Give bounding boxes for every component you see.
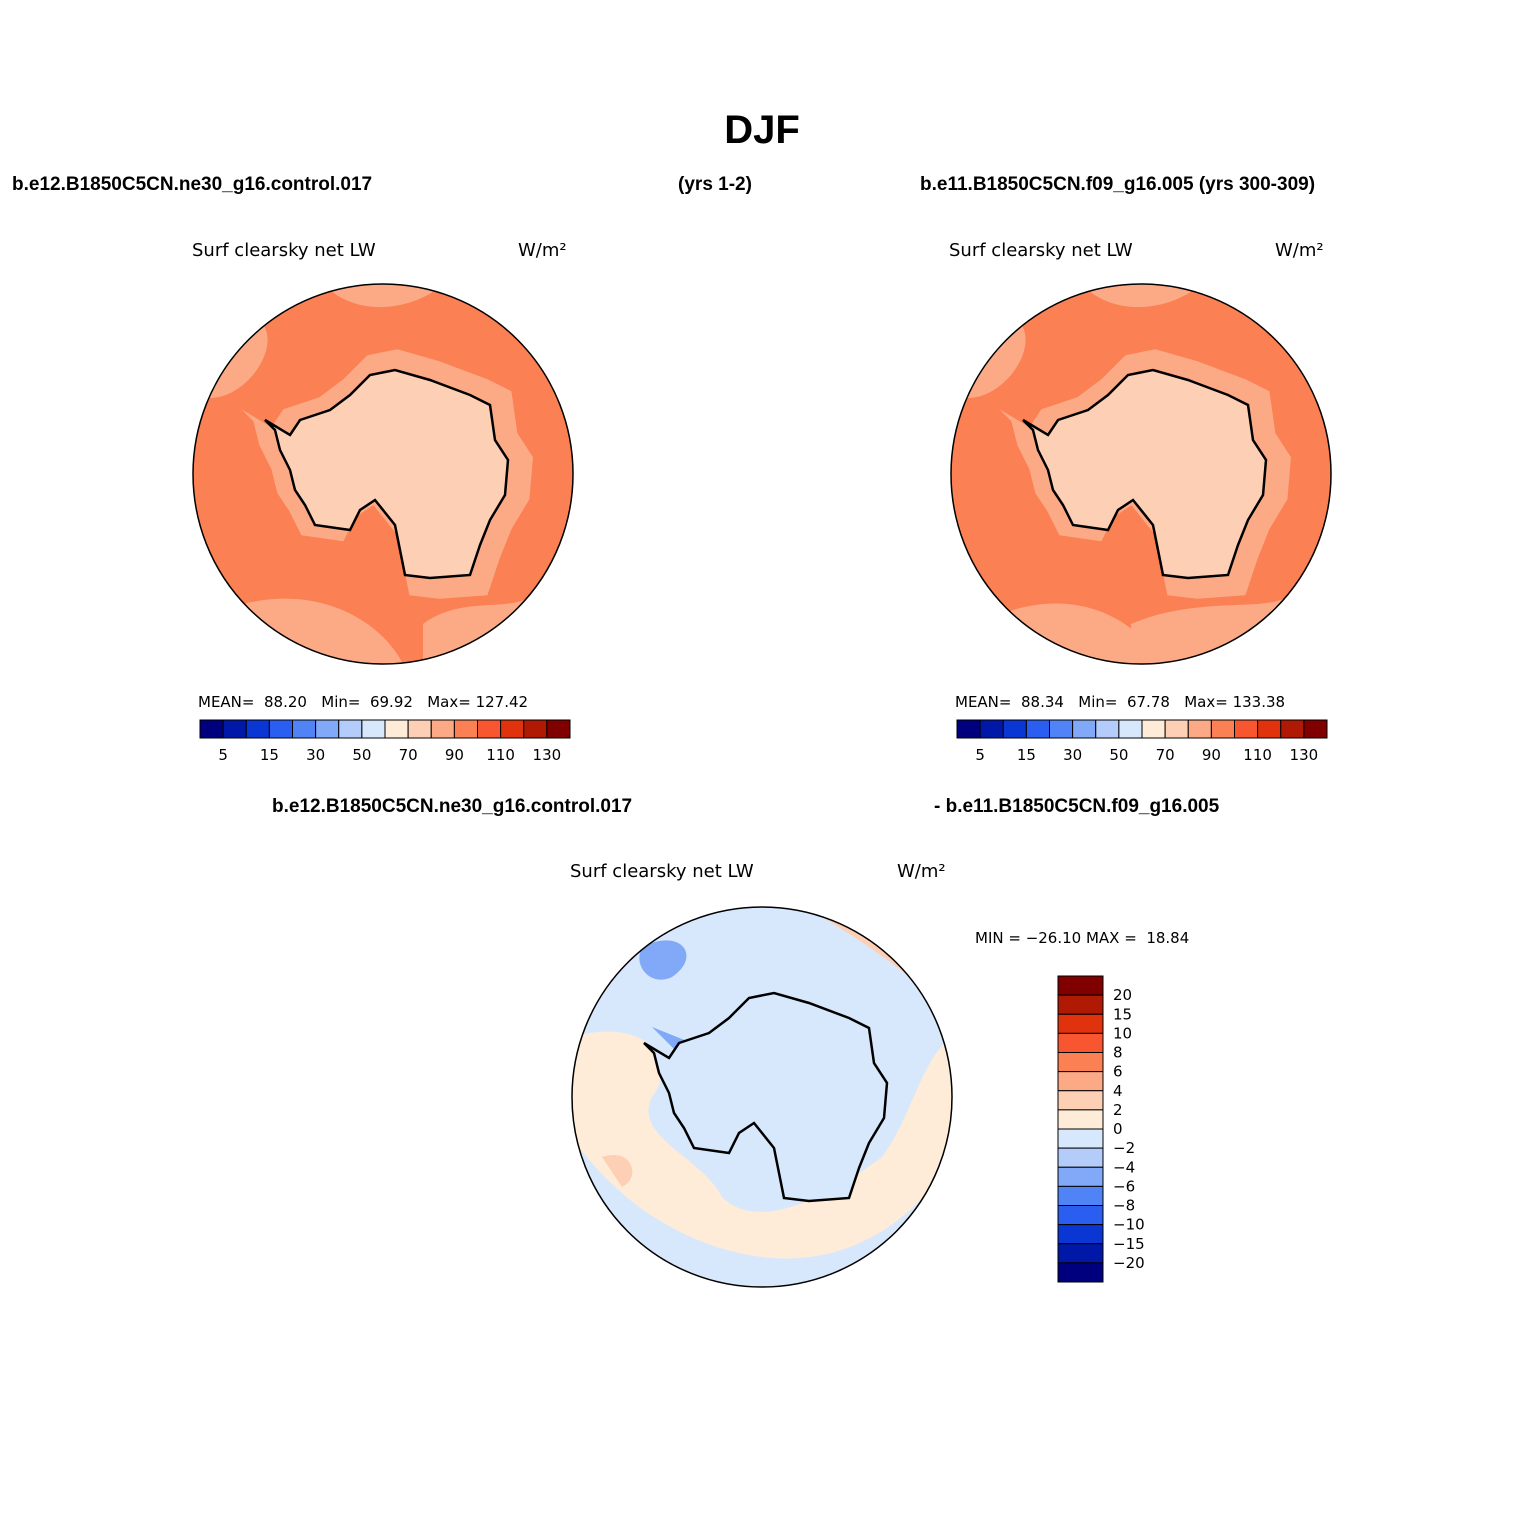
variable-label: Surf clearsky net LW bbox=[949, 240, 1133, 261]
colorbar-box bbox=[1057, 1243, 1104, 1264]
colorbar-box bbox=[361, 719, 386, 739]
colorbar-box bbox=[1234, 719, 1259, 739]
stats: MIN = −26.10 MAX = 18.84 bbox=[975, 929, 1189, 947]
colorbar-box bbox=[1057, 1205, 1104, 1226]
colorbar-box bbox=[222, 719, 247, 739]
colorbar-box bbox=[1257, 719, 1282, 739]
colorbar-label: 130 bbox=[533, 746, 562, 764]
colorbar-label: 4 bbox=[1113, 1082, 1123, 1100]
colorbar-box bbox=[315, 719, 340, 739]
colorbar-label: 30 bbox=[1063, 746, 1082, 764]
colorbar-label: −10 bbox=[1113, 1216, 1145, 1234]
colorbar-box bbox=[199, 719, 224, 739]
colorbar-box bbox=[1057, 1109, 1104, 1130]
stats: MEAN= 88.34 Min= 67.78 Max= 133.38 bbox=[955, 693, 1285, 711]
map bbox=[192, 283, 574, 665]
colorbar-label: 10 bbox=[1113, 1024, 1132, 1042]
colorbar-box bbox=[1057, 1185, 1104, 1206]
colorbar-box bbox=[1057, 1090, 1104, 1111]
colorbar-box bbox=[1049, 719, 1074, 739]
colorbar-label: 15 bbox=[1113, 1005, 1132, 1023]
colorbar-box bbox=[407, 719, 432, 739]
colorbar-box bbox=[1057, 1166, 1104, 1187]
colorbar-label: −20 bbox=[1113, 1254, 1145, 1272]
colorbar-box bbox=[1210, 719, 1235, 739]
colorbar-box bbox=[1057, 1032, 1104, 1053]
map bbox=[950, 283, 1332, 665]
colorbar-box bbox=[500, 719, 525, 739]
colorbar-box bbox=[453, 719, 478, 739]
colorbar-box bbox=[1057, 1262, 1104, 1283]
colorbar-box bbox=[1025, 719, 1050, 739]
colorbar-box bbox=[1280, 719, 1305, 739]
diff-header-left: b.e12.B1850C5CN.ne30_g16.control.017 bbox=[272, 796, 632, 817]
colorbar-label: −2 bbox=[1113, 1139, 1135, 1157]
header-left: b.e12.B1850C5CN.ne30_g16.control.017 bbox=[12, 174, 372, 195]
colorbar-box bbox=[1057, 1052, 1104, 1073]
colorbar-label: −15 bbox=[1113, 1235, 1145, 1253]
colorbar-box bbox=[979, 719, 1004, 739]
units-label: W/m² bbox=[897, 861, 946, 882]
colorbar-box bbox=[1057, 975, 1104, 996]
colorbar-label: 0 bbox=[1113, 1120, 1123, 1138]
colorbar-box bbox=[1057, 1128, 1104, 1149]
colorbar-box bbox=[1187, 719, 1212, 739]
colorbar-box bbox=[430, 719, 455, 739]
colorbar-label: 2 bbox=[1113, 1101, 1123, 1119]
colorbar-box bbox=[1095, 719, 1120, 739]
map bbox=[571, 906, 953, 1288]
variable-label: Surf clearsky net LW bbox=[570, 861, 754, 882]
units-label: W/m² bbox=[1275, 240, 1324, 261]
colorbar-box bbox=[1057, 1071, 1104, 1092]
colorbar-label: 15 bbox=[1017, 746, 1036, 764]
colorbar-box bbox=[477, 719, 502, 739]
colorbar-label: 110 bbox=[486, 746, 515, 764]
colorbar-box bbox=[245, 719, 270, 739]
colorbar-label: 50 bbox=[1109, 746, 1128, 764]
colorbar-box bbox=[523, 719, 548, 739]
colorbar-box bbox=[384, 719, 409, 739]
colorbar-box bbox=[268, 719, 293, 739]
colorbar-label: 70 bbox=[1156, 746, 1175, 764]
colorbar-label: 20 bbox=[1113, 986, 1132, 1004]
colorbar-label: 70 bbox=[399, 746, 418, 764]
colorbar-label: −4 bbox=[1113, 1158, 1135, 1176]
colorbar-box bbox=[956, 719, 981, 739]
colorbar-label: 90 bbox=[445, 746, 464, 764]
stats: MEAN= 88.20 Min= 69.92 Max= 127.42 bbox=[198, 693, 528, 711]
colorbar-label: −8 bbox=[1113, 1197, 1135, 1215]
units-label: W/m² bbox=[518, 240, 567, 261]
colorbar-label: 90 bbox=[1202, 746, 1221, 764]
colorbar-box bbox=[1141, 719, 1166, 739]
colorbar-box bbox=[1118, 719, 1143, 739]
colorbar-label: 6 bbox=[1113, 1063, 1123, 1081]
colorbar-box bbox=[546, 719, 571, 739]
figure-title: DJF bbox=[724, 108, 800, 152]
colorbar-box bbox=[1057, 1013, 1104, 1034]
colorbar-label: 5 bbox=[975, 746, 985, 764]
colorbar-label: 130 bbox=[1290, 746, 1319, 764]
colorbar-label: 30 bbox=[306, 746, 325, 764]
colorbar-box bbox=[1303, 719, 1328, 739]
diff-header-right: - b.e11.B1850C5CN.f09_g16.005 bbox=[934, 796, 1220, 817]
colorbar-box bbox=[1057, 1224, 1104, 1245]
header-right: b.e11.B1850C5CN.f09_g16.005 (yrs 300-309… bbox=[920, 174, 1315, 195]
colorbar-box bbox=[1072, 719, 1097, 739]
colorbar-label: 50 bbox=[352, 746, 371, 764]
colorbar-box bbox=[338, 719, 363, 739]
colorbar-box bbox=[1164, 719, 1189, 739]
variable-label: Surf clearsky net LW bbox=[192, 240, 376, 261]
colorbar-label: 110 bbox=[1243, 746, 1272, 764]
colorbar-label: 15 bbox=[260, 746, 279, 764]
header-middle: (yrs 1-2) bbox=[678, 174, 752, 195]
colorbar-label: 5 bbox=[218, 746, 228, 764]
colorbar-label: 8 bbox=[1113, 1044, 1123, 1062]
colorbar-box bbox=[1057, 1147, 1104, 1168]
colorbar-label: −6 bbox=[1113, 1177, 1135, 1195]
colorbar-box bbox=[292, 719, 317, 739]
colorbar-box bbox=[1057, 994, 1104, 1015]
colorbar-box bbox=[1002, 719, 1027, 739]
